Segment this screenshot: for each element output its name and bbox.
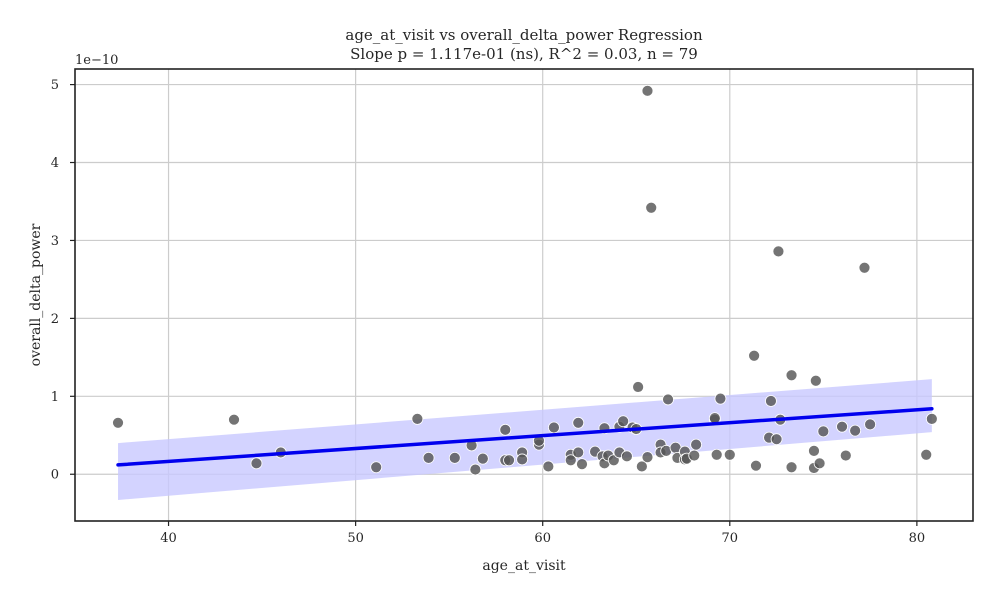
y-axis-label: overall_delta_power [28,223,44,366]
y-tick-label: 3 [51,234,59,249]
data-point [836,420,848,433]
x-tick-label: 40 [160,531,177,546]
data-point [572,416,585,429]
data-point [772,245,785,258]
data-point [576,458,588,471]
data-point [250,457,263,470]
data-point [422,451,435,464]
data-point [813,457,826,470]
data-point [499,423,512,436]
chart-title: age_at_visit vs overall_delta_power Regr… [345,26,703,44]
data-point [925,413,938,425]
data-point [817,425,830,438]
data-point [765,395,777,407]
x-tick-label: 60 [534,531,551,546]
data-point [228,413,240,426]
data-point [710,448,723,461]
data-point [839,449,852,462]
data-point [641,451,654,463]
data-point [750,459,762,472]
data-point [632,381,645,393]
x-axis-label: age_at_visit [482,558,566,574]
x-tick-label: 50 [347,531,364,546]
data-point [723,448,736,461]
data-point [809,374,822,387]
plot-frame [74,68,974,522]
data-point [548,421,560,434]
regression-line [116,407,934,467]
chart-subtitle: Slope p = 1.117e-01 (ns), R^2 = 0.03, n … [350,45,698,63]
data-point [635,460,648,473]
data-point [620,450,633,463]
data-point [849,424,862,437]
x-tick-label: 70 [722,531,739,546]
data-point [641,84,654,97]
data-point [662,393,674,406]
data-point [564,454,577,467]
data-point [476,452,489,465]
data-point [503,454,515,467]
y-tick-label: 5 [51,78,59,93]
plot-area: 40 50 60 70 80 0 1 2 3 4 5 [51,68,974,546]
data-point [858,261,871,274]
data-point [785,461,798,474]
y-tick-label: 0 [51,468,59,483]
data-point [785,369,798,382]
data-point [690,438,703,451]
data-point [112,416,124,429]
data-point [572,446,585,459]
data-point [617,415,630,428]
x-tick-label: 80 [909,531,926,546]
y-tick-label: 1 [51,390,59,405]
data-point [469,463,482,476]
data-point [808,444,820,457]
data-point [542,460,555,473]
data-point [516,453,529,466]
data-point [645,201,658,214]
data-point [370,461,383,474]
data-point [688,449,701,462]
data-point [411,413,424,425]
y-tick-label: 2 [51,312,59,327]
data-point [770,433,783,446]
data-point [864,418,877,431]
y-tick-label: 4 [51,156,59,171]
data-point [448,451,461,464]
data-point [748,349,761,362]
data-point [920,448,933,461]
data-point [714,392,727,405]
confidence-band [118,379,932,500]
y-axis-multiplier-label: 1e−10 [75,53,118,68]
